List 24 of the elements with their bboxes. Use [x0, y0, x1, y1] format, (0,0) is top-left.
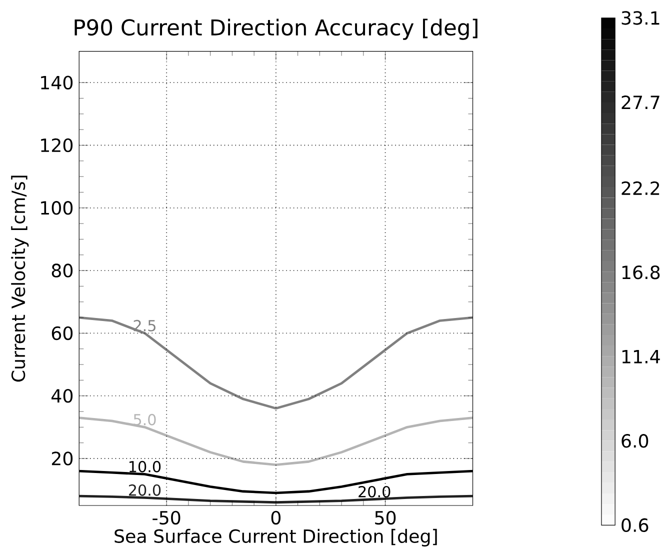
- color-bar-label: 6.0: [622, 434, 648, 448]
- x-tick-label: 0: [271, 511, 281, 525]
- color-bar-label: 0.6: [622, 518, 648, 532]
- y-tick-label: 140: [41, 76, 73, 90]
- y-tick-label: 20: [52, 452, 73, 466]
- series-label: 5.0: [134, 414, 156, 426]
- color-bar-label: 27.7: [622, 96, 660, 110]
- y-tick-label: 100: [41, 201, 73, 215]
- x-tick-label: -50: [152, 511, 180, 525]
- y-tick-label: 60: [52, 326, 73, 340]
- chart-title: P90 Current Direction Accuracy [deg]: [74, 18, 478, 40]
- y-axis-title: Current Velocity [cm/s]: [11, 176, 29, 382]
- series-label: 10.0: [130, 461, 161, 473]
- series-label: 20.0: [128, 484, 161, 496]
- y-tick-label: 120: [41, 138, 73, 152]
- y-tick-label: 40: [52, 389, 73, 403]
- color-bar-label: 11.4: [622, 350, 660, 364]
- annotation: 20.0: [358, 486, 390, 498]
- color-bar-label: 16.8: [622, 266, 660, 280]
- x-axis-title: Sea Surface Current Direction [deg]: [114, 529, 437, 547]
- x-tick-label: 50: [375, 511, 396, 525]
- color-bar-label: 33.1: [622, 11, 660, 26]
- color-bar-label: 22.2: [622, 182, 660, 196]
- y-tick-label: 80: [52, 264, 73, 278]
